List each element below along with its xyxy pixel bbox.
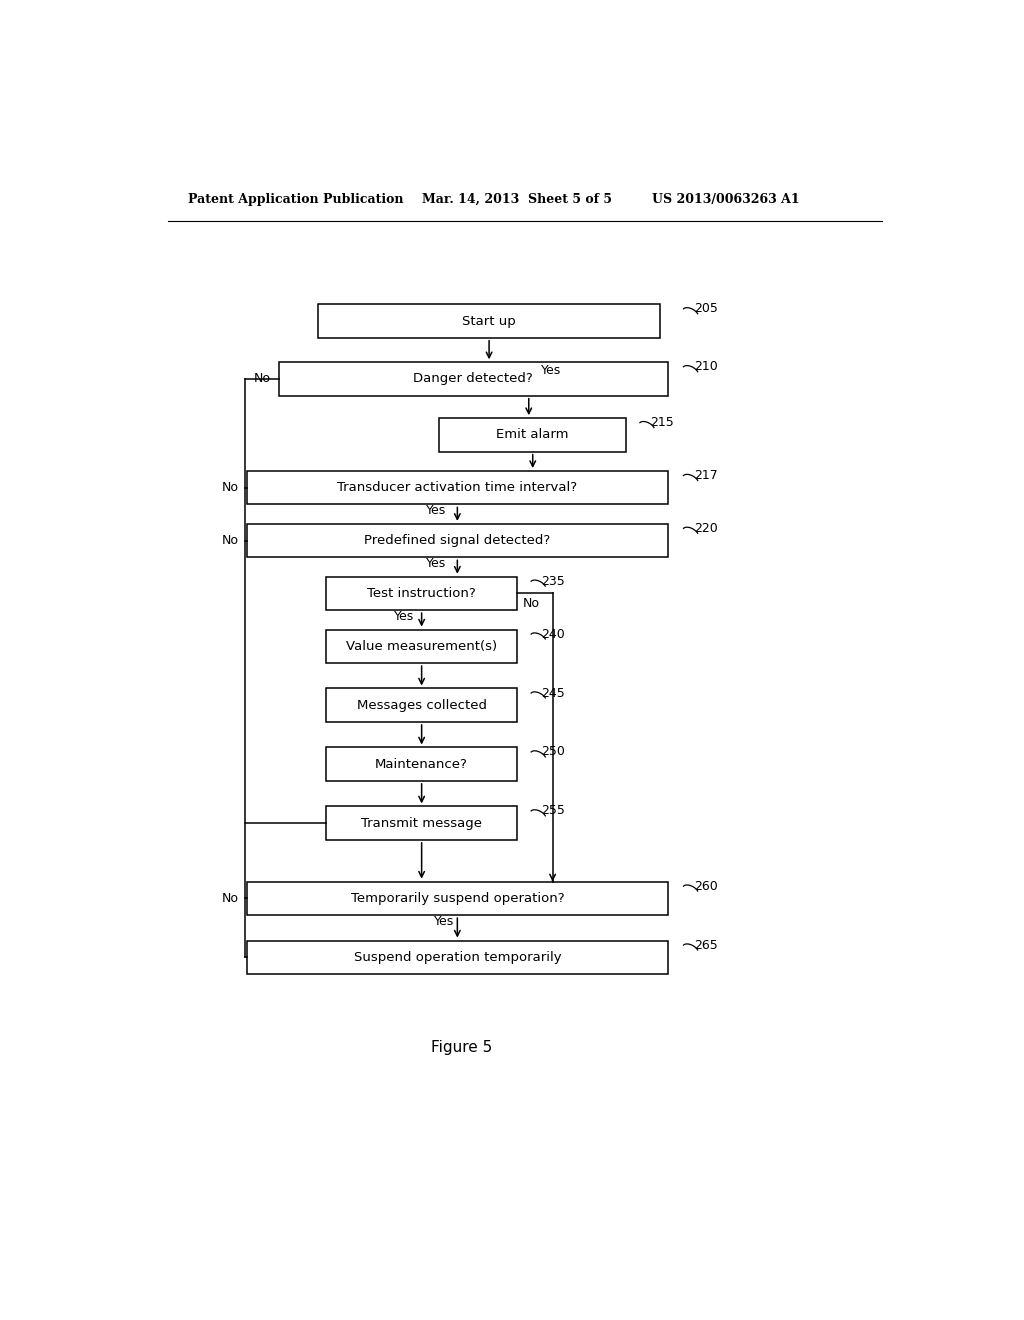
Bar [247, 882, 668, 915]
Text: Transmit message: Transmit message [361, 817, 482, 830]
Text: Yes: Yes [541, 364, 561, 376]
Text: Mar. 14, 2013  Sheet 5 of 5: Mar. 14, 2013 Sheet 5 of 5 [422, 193, 611, 206]
Text: Predefined signal detected?: Predefined signal detected? [365, 535, 551, 546]
Text: Transducer activation time interval?: Transducer activation time interval? [337, 482, 578, 494]
Text: Yes: Yes [426, 557, 445, 570]
Text: Messages collected: Messages collected [356, 698, 486, 711]
Text: No: No [222, 892, 239, 904]
Bar [247, 941, 668, 974]
Text: No: No [222, 535, 239, 546]
Text: No: No [523, 597, 541, 610]
Text: 215: 215 [650, 416, 674, 429]
Bar [327, 577, 517, 610]
Bar [327, 630, 517, 663]
Bar [247, 471, 668, 504]
Bar [318, 304, 659, 338]
Text: No: No [254, 372, 270, 385]
Text: Figure 5: Figure 5 [431, 1040, 492, 1055]
Text: 217: 217 [694, 469, 718, 482]
Text: 240: 240 [542, 627, 565, 640]
Text: 210: 210 [694, 360, 718, 374]
Bar [247, 524, 668, 557]
Bar [327, 807, 517, 840]
Bar [439, 418, 626, 451]
Text: 235: 235 [542, 574, 565, 587]
Bar [327, 689, 517, 722]
Text: Patent Application Publication: Patent Application Publication [187, 193, 403, 206]
Text: Yes: Yes [433, 915, 454, 928]
Text: 220: 220 [694, 521, 718, 535]
Text: 205: 205 [694, 302, 718, 315]
Text: 250: 250 [542, 746, 565, 759]
Text: 260: 260 [694, 879, 718, 892]
Text: Danger detected?: Danger detected? [414, 372, 534, 385]
Text: Test instruction?: Test instruction? [368, 587, 476, 599]
Text: Value measurement(s): Value measurement(s) [346, 640, 498, 653]
Text: Yes: Yes [394, 610, 414, 623]
Text: Emit alarm: Emit alarm [497, 429, 569, 441]
Bar [327, 747, 517, 781]
Text: No: No [222, 482, 239, 494]
Text: 245: 245 [542, 686, 565, 700]
Text: Temporarily suspend operation?: Temporarily suspend operation? [350, 892, 564, 904]
Bar [279, 362, 668, 396]
Text: Maintenance?: Maintenance? [375, 758, 468, 771]
Text: Suspend operation temporarily: Suspend operation temporarily [353, 950, 561, 964]
Text: Yes: Yes [426, 504, 445, 517]
Text: 265: 265 [694, 939, 718, 952]
Text: US 2013/0063263 A1: US 2013/0063263 A1 [652, 193, 800, 206]
Text: 255: 255 [542, 804, 565, 817]
Text: Start up: Start up [462, 314, 516, 327]
